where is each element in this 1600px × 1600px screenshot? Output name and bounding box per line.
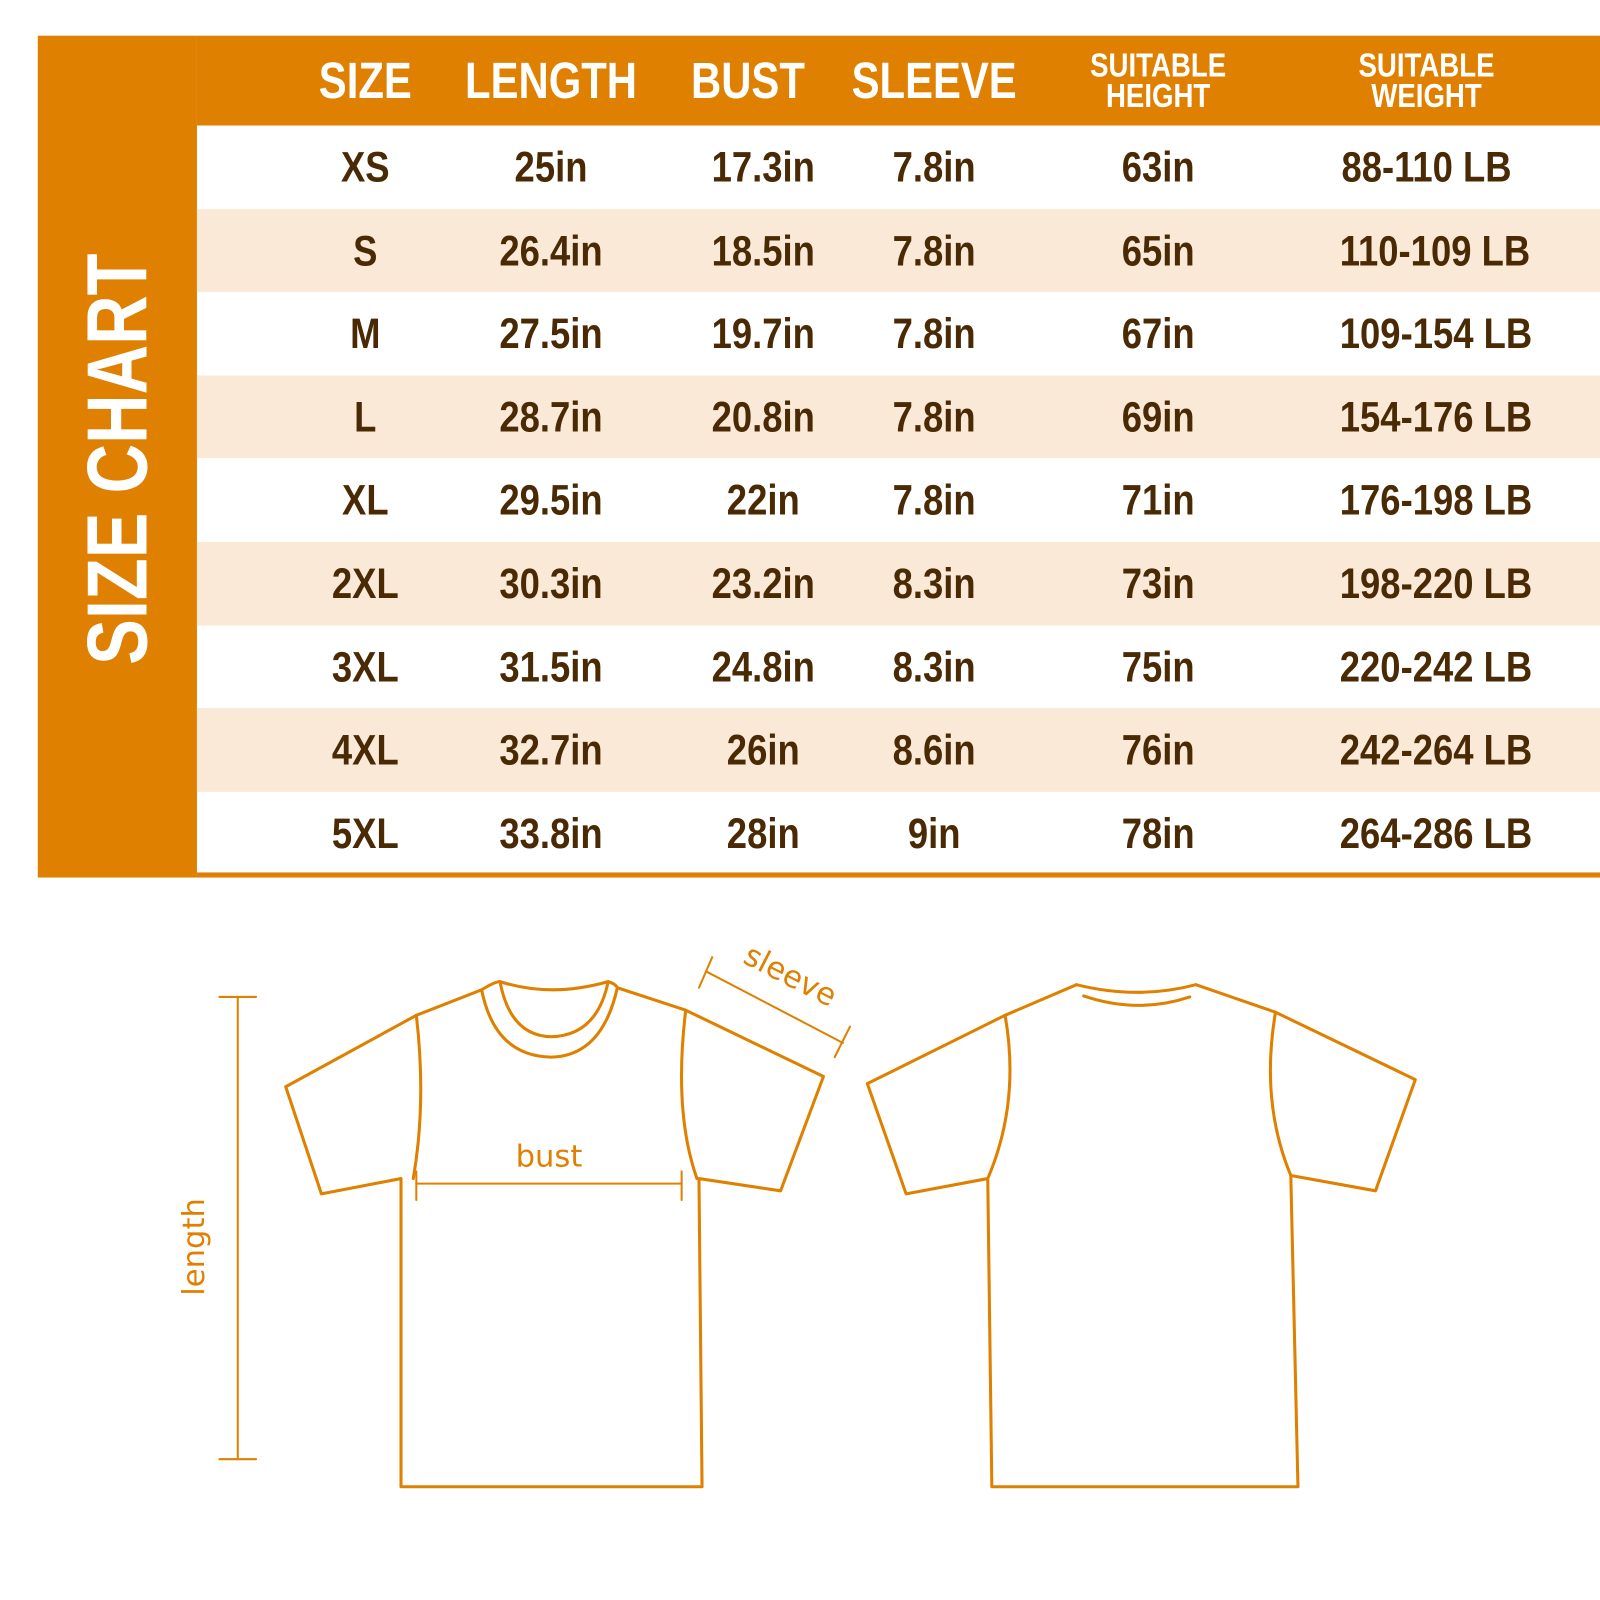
table-row: M 27.5in 19.7in 7.8in 67in 109-154 LB xyxy=(197,292,1600,375)
cell-height: 71in xyxy=(1121,475,1195,524)
table-row: 3XL 31.5in 24.8in 8.3in 75in 220-242 LB xyxy=(197,625,1600,708)
cell-sleeve: 7.8in xyxy=(892,226,976,275)
length-label: length xyxy=(177,1198,212,1296)
cell-height: 75in xyxy=(1121,642,1195,691)
cell-sleeve: 7.8in xyxy=(892,475,976,524)
size-table-body: XS 25in 17.3in 7.8in 63in 88-110 LB S 26.4in 18.… xyxy=(196,126,1600,875)
table-row: 2XL 30.3in 23.2in 8.3in 73in 198-220 LB xyxy=(196,541,1600,626)
cell-size: 2XL xyxy=(331,559,399,608)
cell-weight: 110-109 LB xyxy=(1339,226,1531,275)
cell-length: 30.3in xyxy=(499,559,603,608)
bust-label: bust xyxy=(516,1139,583,1174)
cell-weight: 220-242 LB xyxy=(1339,642,1533,691)
cell-length: 26.4in xyxy=(499,226,603,275)
cell-size: 5XL xyxy=(331,808,399,857)
side-banner xyxy=(37,35,197,878)
cell-weight: 198-220 LB xyxy=(1339,559,1533,608)
table-header: SIZE LENGTH BUST SLEEVE SUITABLE HEIGHT … xyxy=(196,35,1600,126)
cell-size: 3XL xyxy=(331,642,399,691)
cell-size: 4XL xyxy=(331,725,399,774)
cell-height: 67in xyxy=(1121,309,1195,358)
cell-sleeve: 7.8in xyxy=(892,392,976,441)
cell-bust: 18.5in xyxy=(711,226,815,275)
cell-height: 78in xyxy=(1121,808,1195,857)
cell-length: 25in xyxy=(514,142,588,191)
cell-weight: 176-198 LB xyxy=(1339,475,1533,524)
cell-length: 27.5in xyxy=(499,309,603,358)
table-row: S 26.4in 18.5in 7.8in 65in 110-109 LB xyxy=(196,208,1600,293)
cell-bust: 23.2in xyxy=(711,559,815,608)
cell-length: 32.7in xyxy=(499,725,603,774)
header-size: SIZE xyxy=(318,52,412,110)
cell-bust: 26in xyxy=(726,725,800,774)
cell-sleeve: 8.6in xyxy=(892,725,976,774)
cell-weight: 264-286 LB xyxy=(1339,808,1533,857)
header-height-line1: SUITABLE xyxy=(1090,45,1227,84)
back-tshirt-icon xyxy=(865,983,1417,1489)
cell-bust: 19.7in xyxy=(711,309,815,358)
length-measure-line xyxy=(218,995,258,1461)
cell-sleeve: 7.8in xyxy=(892,309,976,358)
cell-weight: 154-176 LB xyxy=(1339,392,1533,441)
cell-height: 69in xyxy=(1121,392,1195,441)
cell-bust: 28in xyxy=(726,808,800,857)
cell-length: 33.8in xyxy=(499,808,603,857)
table-bottom-border xyxy=(196,872,1600,878)
table-row: L 28.7in 20.8in 7.8in 69in 154-176 LB xyxy=(196,375,1600,459)
table-row: XL 29.5in 22in 7.8in 71in 176-198 LB xyxy=(197,459,1600,542)
table-row: 4XL 32.7in 26in 8.6in 76in 242-264 LB xyxy=(196,708,1600,792)
cell-bust: 22in xyxy=(726,475,800,524)
header-weight-line1: SUITABLE xyxy=(1358,45,1495,84)
header-suitable-height: SUITABLE HEIGHT xyxy=(1074,36,1241,126)
bust-measure-line xyxy=(415,1170,683,1202)
cell-sleeve: 9in xyxy=(907,808,961,857)
cell-length: 28.7in xyxy=(499,392,603,441)
header-weight-line2: WEIGHT xyxy=(1371,76,1482,115)
header-length: LENGTH xyxy=(465,52,638,110)
cell-height: 76in xyxy=(1121,725,1195,774)
cell-size: M xyxy=(350,309,381,358)
cell-size: L xyxy=(354,392,377,441)
table-row: XS 25in 17.3in 7.8in 63in 88-110 LB xyxy=(197,126,1600,209)
cell-length: 31.5in xyxy=(499,642,603,691)
cell-height: 73in xyxy=(1121,559,1195,608)
cell-bust: 24.8in xyxy=(711,642,815,691)
header-suitable-weight: SUITABLE WEIGHT xyxy=(1343,36,1510,126)
sleeve-label: sleeve xyxy=(738,938,842,1014)
sleeve-measure-line xyxy=(697,956,852,1059)
header-bust: BUST xyxy=(691,52,805,110)
cell-weight: 242-264 LB xyxy=(1339,725,1533,774)
front-tshirt-icon xyxy=(284,980,825,1489)
cell-sleeve: 8.3in xyxy=(892,642,976,691)
header-height-line2: HEIGHT xyxy=(1105,76,1211,115)
table-row: 5XL 33.8in 28in 9in 78in 264-286 LB xyxy=(197,792,1600,875)
cell-bust: 20.8in xyxy=(711,392,815,441)
cell-sleeve: 7.8in xyxy=(892,142,976,191)
header-sleeve: SLEEVE xyxy=(851,52,1017,110)
cell-size: S xyxy=(353,226,378,275)
cell-height: 65in xyxy=(1121,226,1195,275)
cell-bust: 17.3in xyxy=(711,142,815,191)
cell-sleeve: 8.3in xyxy=(892,559,976,608)
cell-size: XS xyxy=(341,142,390,191)
cell-length: 29.5in xyxy=(499,475,603,524)
cell-weight: 109-154 LB xyxy=(1339,309,1533,358)
cell-height: 63in xyxy=(1121,142,1195,191)
cell-weight: 88-110 LB xyxy=(1341,142,1512,191)
cell-size: XL xyxy=(342,475,389,524)
